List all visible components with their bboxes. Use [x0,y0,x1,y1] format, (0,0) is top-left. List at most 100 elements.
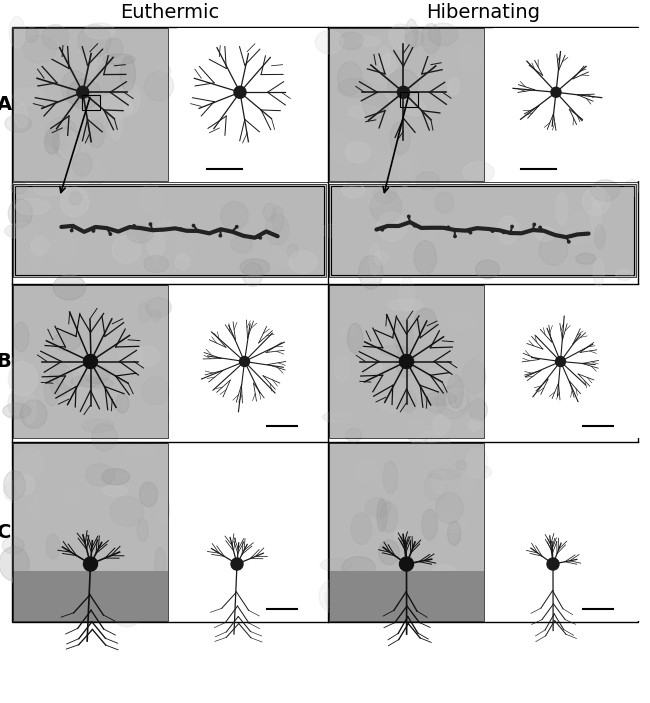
Ellipse shape [53,127,81,159]
Ellipse shape [67,79,101,109]
Circle shape [92,230,95,232]
Circle shape [239,356,250,366]
Bar [13,28,168,181]
Ellipse shape [382,53,396,74]
Ellipse shape [445,312,476,329]
Ellipse shape [393,321,413,352]
Ellipse shape [447,375,463,408]
Ellipse shape [343,588,371,610]
Circle shape [551,87,561,97]
Ellipse shape [380,399,400,413]
Ellipse shape [85,23,115,39]
Ellipse shape [422,23,441,53]
Ellipse shape [60,489,84,501]
Ellipse shape [402,389,417,413]
Ellipse shape [390,122,410,155]
Ellipse shape [33,179,68,196]
Ellipse shape [447,521,461,546]
Ellipse shape [120,341,142,374]
Ellipse shape [427,397,446,413]
Ellipse shape [422,220,433,250]
Ellipse shape [101,469,130,485]
Bar [493,28,643,181]
Ellipse shape [332,303,358,335]
Ellipse shape [97,62,120,94]
Circle shape [259,237,261,239]
Ellipse shape [346,142,370,163]
Ellipse shape [469,419,480,431]
Ellipse shape [342,557,375,579]
Bar [177,443,327,621]
Ellipse shape [12,572,34,589]
Ellipse shape [86,120,105,148]
Circle shape [491,230,494,232]
Bar [329,28,484,181]
Ellipse shape [5,224,38,238]
Circle shape [400,354,413,368]
Ellipse shape [462,360,486,394]
Ellipse shape [363,92,388,118]
Ellipse shape [378,46,391,69]
Text: B: B [0,352,12,371]
Ellipse shape [60,221,83,235]
Ellipse shape [29,500,40,519]
Text: Euthermic: Euthermic [120,4,220,22]
Ellipse shape [424,431,450,466]
Circle shape [381,228,384,231]
Ellipse shape [379,540,399,565]
Ellipse shape [289,251,317,273]
Ellipse shape [144,255,168,273]
Ellipse shape [380,502,397,532]
Ellipse shape [456,392,470,411]
Ellipse shape [99,94,133,119]
Ellipse shape [82,419,114,432]
Ellipse shape [69,581,88,600]
Ellipse shape [9,17,25,48]
Ellipse shape [414,240,437,275]
Circle shape [150,223,151,226]
Ellipse shape [92,423,117,451]
Circle shape [234,86,246,98]
Ellipse shape [25,27,38,43]
Ellipse shape [625,179,639,196]
Ellipse shape [53,333,81,351]
Ellipse shape [452,115,482,148]
Ellipse shape [374,156,391,185]
Circle shape [192,224,195,227]
Ellipse shape [146,582,167,605]
Ellipse shape [69,191,81,205]
Ellipse shape [139,303,150,322]
Ellipse shape [11,356,24,367]
Ellipse shape [435,192,454,213]
Ellipse shape [69,133,90,153]
Circle shape [547,558,559,570]
Ellipse shape [12,88,46,105]
Ellipse shape [175,254,189,270]
Ellipse shape [151,310,161,322]
Ellipse shape [370,191,402,223]
Ellipse shape [405,31,424,47]
Ellipse shape [73,129,83,147]
Ellipse shape [540,233,567,266]
Ellipse shape [31,239,42,270]
Ellipse shape [8,362,38,396]
Ellipse shape [80,378,114,388]
Ellipse shape [356,459,378,483]
Ellipse shape [272,206,284,232]
Ellipse shape [16,475,34,495]
Ellipse shape [3,479,36,503]
Circle shape [397,86,410,98]
Ellipse shape [469,399,488,420]
Ellipse shape [321,224,343,238]
Ellipse shape [384,461,398,494]
Ellipse shape [576,253,596,264]
Ellipse shape [100,365,130,399]
Ellipse shape [592,187,605,207]
Ellipse shape [64,367,94,388]
Ellipse shape [402,581,430,595]
Bar [329,184,636,277]
Bar [13,571,168,621]
Ellipse shape [447,387,467,411]
Ellipse shape [406,420,430,444]
Circle shape [109,233,112,236]
